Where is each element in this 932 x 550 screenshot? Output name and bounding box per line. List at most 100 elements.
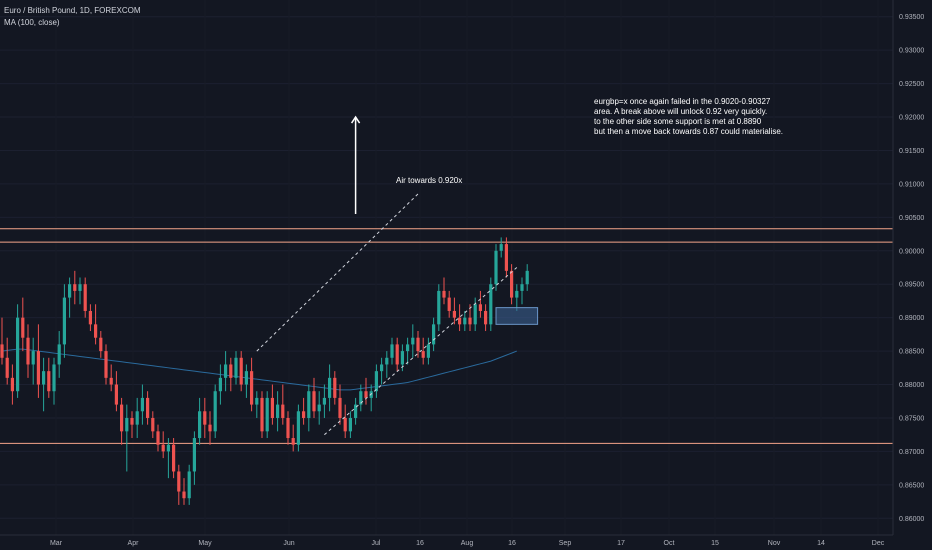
candle-body [452,310,456,318]
candle-body [229,364,233,378]
candle-body [94,324,98,338]
candle-body [161,444,165,452]
candle-body [151,417,155,432]
channel-line [324,267,518,436]
candle-body [250,371,254,405]
x-tick-label: 16 [508,540,516,547]
candle-body [42,371,46,385]
candle-body [302,411,306,418]
candle-body [473,304,477,325]
candle-body [83,284,87,311]
candle-body [5,357,9,378]
candle-body [213,391,217,432]
candle-body [208,424,212,432]
candle-body [114,384,118,405]
candle-body [140,397,144,412]
candle-body [265,397,269,432]
candle-body [255,397,259,405]
candle-body [447,297,451,311]
candle-body [47,371,51,392]
candle-body [458,317,462,325]
x-tick-label: 17 [617,540,625,547]
y-tick-label: 0.91000 [899,181,924,188]
candle-body [406,344,410,352]
candle-body [463,317,467,325]
x-tick-label: Jun [283,540,294,547]
candle-body [291,438,295,445]
candle-body [374,371,378,392]
candle-body [146,397,150,418]
analysis-note: eurgbp=x once again failed in the 0.9020… [594,97,783,136]
candle-body [182,491,186,499]
y-tick-label: 0.88500 [899,349,924,356]
candle-body [489,284,493,325]
y-tick-label: 0.90500 [899,215,924,222]
candle-body [411,337,415,345]
candle-body [125,417,129,432]
x-tick-label: Mar [50,540,63,547]
candle-body [68,284,72,298]
candle-body [276,404,280,418]
candle-body [317,404,321,412]
candle-body [203,411,207,425]
air-arrow-head [350,115,361,124]
candle-body [504,244,508,271]
drawings [256,115,539,436]
candle-body [156,431,160,445]
candle-body [390,344,394,358]
x-tick-label: Aug [461,540,474,547]
candle-body [52,364,56,392]
gridlines [0,16,893,519]
candle-body [104,351,108,378]
candle-body [359,391,363,405]
candle-body [494,250,498,285]
candle-body [515,290,519,298]
candle-body [26,337,30,365]
x-tick-label: Nov [768,540,781,547]
candle-body [192,438,196,472]
candle-body [478,304,482,311]
candle-body [510,270,514,298]
candle-body [281,404,285,418]
candle-body [437,290,441,325]
candle-body [442,290,446,298]
indicator-label: MA (100, close) [4,18,60,27]
moving-average [1,348,517,391]
candle-body [109,377,113,385]
y-tick-label: 0.88000 [899,382,924,389]
y-tick-label: 0.86000 [899,516,924,523]
candle-body [57,344,61,365]
x-tick-label: 16 [416,540,424,547]
candle-body [364,391,368,398]
candle-body [130,417,134,425]
candle-body [385,357,389,365]
candle-body [286,417,290,439]
candle-body [328,377,332,398]
y-tick-label: 0.91500 [899,148,924,155]
candle-body [10,377,14,392]
candle-body [338,397,342,418]
candle-body [312,391,316,412]
y-tick-label: 0.89500 [899,282,924,289]
candle-body [62,297,66,345]
horizontal-levels [0,228,893,444]
y-tick-label: 0.92000 [899,115,924,122]
x-tick-label: Apr [128,540,140,547]
candle-body [166,444,170,452]
x-tick-label: 15 [711,540,719,547]
candle-body [120,404,124,432]
candle-body [31,351,35,365]
candle-body [73,284,77,291]
candle-body [224,364,228,378]
candle-body [218,377,222,392]
y-tick-label: 0.87500 [899,415,924,422]
y-tick-label: 0.89000 [899,315,924,322]
candle-body [99,337,103,352]
candle-body [322,397,326,405]
candle-body [172,444,176,472]
candle-body [78,284,82,291]
candle-body [520,284,524,291]
candle-body [16,317,20,392]
